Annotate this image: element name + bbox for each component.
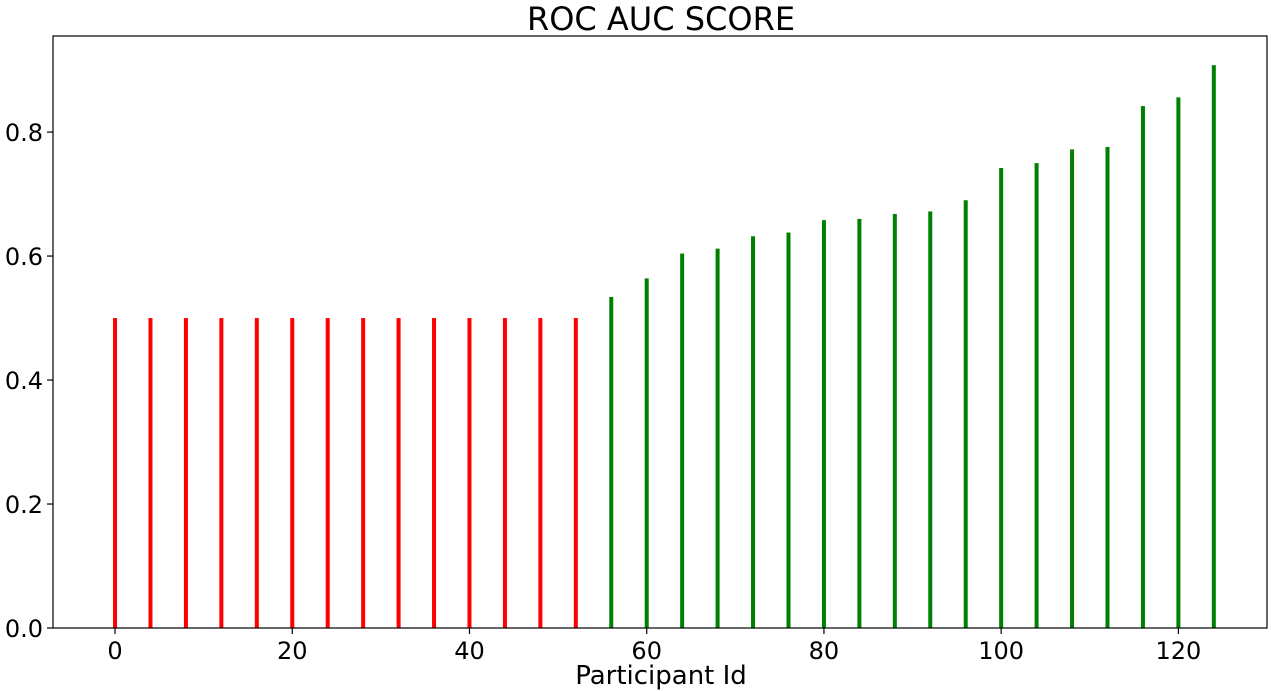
x-tick-label-3: 60 — [631, 637, 662, 665]
y-tick-label-3: 0.6 — [5, 243, 43, 271]
bar-28 — [1105, 146, 1110, 629]
x-tick-label-5: 100 — [978, 637, 1024, 665]
bar-3 — [219, 318, 224, 628]
bar-9 — [432, 318, 437, 628]
bar-15 — [644, 278, 649, 628]
x-tick-label-2: 40 — [454, 637, 485, 665]
bar-1 — [148, 318, 153, 628]
y-tick-label-2: 0.4 — [5, 367, 43, 395]
bar-11 — [502, 318, 507, 628]
bar-22 — [892, 213, 897, 628]
bar-23 — [928, 211, 933, 628]
x-tick-label-6: 120 — [1155, 637, 1201, 665]
x-tick-label-0: 0 — [107, 637, 122, 665]
x-axis: 0 20 40 60 80 100 120 — [107, 628, 1201, 665]
bar-4 — [254, 318, 259, 628]
y-tick-label-0: 0.0 — [5, 615, 43, 643]
bar-31 — [1211, 65, 1216, 629]
bar-12 — [538, 318, 543, 628]
bar-24 — [963, 200, 968, 628]
bar-29 — [1140, 106, 1145, 629]
chart-title: ROC AUC SCORE — [527, 0, 795, 38]
bar-6 — [325, 318, 330, 628]
bar-30 — [1176, 97, 1181, 629]
bar-13 — [573, 318, 578, 628]
bar-25 — [999, 168, 1004, 628]
bar-21 — [857, 218, 862, 628]
y-tick-label-4: 0.8 — [5, 119, 43, 147]
bar-27 — [1070, 149, 1075, 628]
bar-19 — [786, 232, 791, 628]
bar-0 — [113, 318, 118, 628]
bar-26 — [1034, 163, 1039, 628]
x-tick-label-1: 20 — [277, 637, 308, 665]
bars-layer — [113, 65, 1216, 629]
plot-frame — [52, 35, 1268, 629]
bar-17 — [715, 248, 720, 628]
y-axis: 0.0 0.2 0.4 0.6 0.8 — [5, 119, 53, 643]
bar-18 — [751, 236, 756, 628]
bar-7 — [361, 318, 366, 628]
bar-14 — [609, 296, 614, 628]
bar-10 — [467, 318, 472, 628]
bar-8 — [396, 318, 401, 628]
x-axis-label: Participant Id — [575, 661, 747, 691]
y-tick-label-1: 0.2 — [5, 491, 43, 519]
bar-2 — [183, 318, 188, 628]
bar-20 — [821, 220, 826, 629]
x-tick-label-4: 80 — [809, 637, 840, 665]
bar-16 — [680, 253, 685, 628]
bar-5 — [290, 318, 295, 628]
